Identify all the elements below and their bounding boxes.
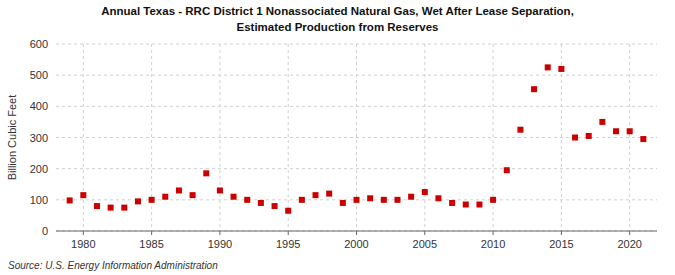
y-tick-label: 500 (30, 69, 48, 81)
x-tick-mark (561, 231, 562, 235)
point (217, 187, 223, 193)
point (463, 202, 469, 208)
point (244, 197, 250, 203)
point (190, 192, 196, 198)
background (0, 0, 675, 275)
source-note: Source: U.S. Energy Information Administ… (8, 260, 218, 271)
y-tick-label: 400 (30, 100, 48, 112)
point (340, 200, 346, 206)
y-grid-line (56, 168, 657, 169)
x-tick-label: 1990 (208, 238, 232, 250)
x-grid-line (493, 44, 494, 231)
point (435, 195, 441, 201)
point (572, 135, 578, 141)
chart-container: Annual Texas - RRC District 1 Nonassocia… (0, 0, 675, 275)
point (149, 197, 155, 203)
point (272, 203, 278, 209)
y-tick-label: 0 (42, 225, 48, 237)
point (476, 202, 482, 208)
x-tick-mark (83, 231, 84, 235)
x-tick-mark (493, 231, 494, 235)
y-grid-line (56, 137, 657, 138)
chart: Annual Texas - RRC District 1 Nonassocia… (0, 0, 675, 275)
point (67, 197, 73, 203)
y-tick-label: 600 (30, 38, 48, 50)
point (640, 136, 646, 142)
x-tick-mark (288, 231, 289, 235)
point (531, 86, 537, 92)
x-grid-line (151, 44, 152, 231)
point (517, 127, 523, 133)
point (545, 64, 551, 70)
point (94, 203, 100, 209)
point (558, 66, 564, 72)
point (490, 197, 496, 203)
point (231, 194, 237, 200)
x-tick-label: 1985 (139, 238, 163, 250)
point (599, 119, 605, 125)
x-grid-line (561, 44, 562, 231)
x-tick-mark (151, 231, 152, 235)
x-tick-label: 2020 (617, 238, 641, 250)
grid (56, 44, 657, 231)
point (422, 189, 428, 195)
x-tick-mark (424, 231, 425, 235)
x-grid-line (219, 44, 220, 231)
y-tick-label: 100 (30, 194, 48, 206)
x-tick-label: 2010 (481, 238, 505, 250)
point (299, 197, 305, 203)
x-tick-label: 2005 (413, 238, 437, 250)
x-tick-mark (219, 231, 220, 235)
point (354, 197, 360, 203)
y-grid-line (56, 231, 657, 232)
point (627, 128, 633, 134)
x-grid-line (83, 44, 84, 231)
point (258, 200, 264, 206)
point (367, 195, 373, 201)
point (326, 191, 332, 197)
points (67, 64, 647, 213)
point (135, 198, 141, 204)
point (394, 197, 400, 203)
title: Annual Texas - RRC District 1 Nonassocia… (101, 5, 574, 17)
x-grid-line (629, 44, 630, 231)
y-tick-label: 200 (30, 163, 48, 175)
x-tick-label: 1995 (276, 238, 300, 250)
point (408, 194, 414, 200)
x-axis-line (56, 231, 657, 232)
x-tick-mark (629, 231, 630, 235)
point (313, 192, 319, 198)
point (449, 200, 455, 206)
point (108, 205, 114, 211)
point (381, 197, 387, 203)
subtitle: Estimated Production from Reserves (237, 21, 439, 33)
point (176, 187, 182, 193)
point (613, 128, 619, 134)
point (121, 205, 127, 211)
point (162, 194, 168, 200)
y-tick-label: 300 (30, 132, 48, 144)
x-tick-label: 2015 (549, 238, 573, 250)
point (586, 133, 592, 139)
point (80, 192, 86, 198)
point (203, 170, 209, 176)
x-grid-line (356, 44, 357, 231)
x-grid-line (424, 44, 425, 231)
y-axis-label: Billion Cubic Feet (6, 95, 18, 181)
x-tick-label: 1980 (71, 238, 95, 250)
x-tick-mark (356, 231, 357, 235)
point (285, 208, 291, 214)
point (504, 167, 510, 173)
x-grid-line (288, 44, 289, 231)
x-tick-label: 2000 (344, 238, 368, 250)
